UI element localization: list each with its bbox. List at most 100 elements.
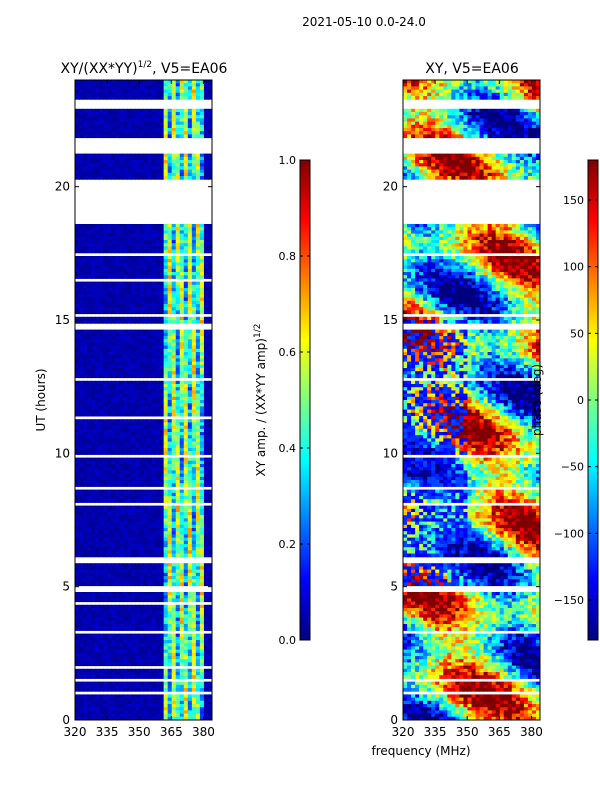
heatmap-cell xyxy=(87,505,92,510)
heatmap-cell xyxy=(167,403,173,407)
heatmap-cell xyxy=(159,310,165,315)
heatmap-cell xyxy=(79,243,84,247)
heatmap-cell xyxy=(187,345,193,350)
heatmap-cell xyxy=(75,233,80,238)
heatmap-cell xyxy=(139,656,144,660)
heatmap-cell xyxy=(191,425,197,430)
heatmap-cell xyxy=(187,582,193,587)
heatmap-cell xyxy=(203,668,209,673)
heatmap-cell xyxy=(195,329,201,334)
heatmap-cell xyxy=(123,668,128,673)
heatmap-cell xyxy=(175,419,181,423)
heatmap-cell xyxy=(163,595,169,599)
heatmap-cell xyxy=(191,121,197,126)
heatmap-cell xyxy=(143,582,149,587)
heatmap-cell xyxy=(147,358,153,363)
heatmap-cell xyxy=(207,598,212,603)
heatmap-cell xyxy=(191,604,197,609)
heatmap-cell xyxy=(179,492,185,497)
heatmap-cell xyxy=(199,348,205,353)
heatmap-cell xyxy=(75,512,80,516)
heatmap-cell xyxy=(147,371,153,375)
heatmap-cell xyxy=(203,656,209,660)
heatmap-cell xyxy=(171,438,177,443)
heatmap-cell xyxy=(99,614,104,619)
heatmap-cell xyxy=(87,569,92,574)
heatmap-cell xyxy=(187,304,193,308)
heatmap-cell xyxy=(123,403,128,407)
heatmap-cell xyxy=(203,406,209,411)
heatmap-cell xyxy=(175,172,181,177)
heatmap-cell xyxy=(171,422,177,427)
heatmap-cell xyxy=(195,521,201,526)
heatmap-cell xyxy=(199,281,205,286)
heatmap-cell xyxy=(119,246,124,251)
heatmap-cell xyxy=(195,115,201,119)
heatmap-cell xyxy=(111,540,116,545)
heatmap-cell xyxy=(143,243,149,247)
heatmap-cell xyxy=(139,652,144,657)
heatmap-cell xyxy=(115,508,120,513)
heatmap-cell xyxy=(203,387,209,391)
heatmap-cell xyxy=(115,288,120,292)
heatmap-cell xyxy=(171,169,177,174)
heatmap-cell xyxy=(95,83,100,87)
heatmap-cell xyxy=(87,489,92,494)
heatmap-cell xyxy=(91,387,96,391)
heatmap-cell xyxy=(155,224,161,228)
heatmap-cell xyxy=(199,595,205,599)
heatmap-cell xyxy=(127,384,132,388)
heatmap-cell xyxy=(147,476,153,481)
heatmap-cell xyxy=(95,566,100,571)
heatmap-cell xyxy=(131,166,136,171)
heatmap-cell xyxy=(115,272,120,276)
heatmap-cell xyxy=(99,473,104,478)
heatmap-cell xyxy=(199,566,205,571)
heatmap-cell xyxy=(183,518,189,523)
heatmap-cell xyxy=(171,240,177,244)
heatmap-cell xyxy=(155,153,161,158)
heatmap-cell xyxy=(111,240,116,244)
heatmap-cell xyxy=(131,534,136,539)
heatmap-cell xyxy=(163,236,169,241)
heatmap-cell xyxy=(203,80,209,84)
heatmap-cell xyxy=(143,499,149,503)
heatmap-cell xyxy=(131,432,136,436)
heatmap-cell xyxy=(175,451,181,455)
heatmap-cell xyxy=(163,489,169,494)
heatmap-cell xyxy=(115,233,120,238)
heatmap-cell xyxy=(79,294,84,299)
heatmap-cell xyxy=(127,166,132,171)
heatmap-cell xyxy=(175,246,181,251)
heatmap-cell xyxy=(99,131,104,135)
heatmap-cell xyxy=(195,643,201,647)
heatmap-cell xyxy=(91,342,96,347)
heatmap-cell xyxy=(99,492,104,497)
heatmap-cell xyxy=(127,633,132,638)
heatmap-cell xyxy=(187,620,193,625)
heatmap-cell xyxy=(183,409,189,414)
heatmap-cell xyxy=(175,307,181,311)
heatmap-cell xyxy=(135,108,140,113)
heatmap-cell xyxy=(131,444,136,449)
heatmap-cell xyxy=(187,86,193,91)
heatmap-cell xyxy=(131,108,136,113)
heatmap-cell xyxy=(199,620,205,625)
heatmap-cell xyxy=(79,291,84,295)
heatmap-cell xyxy=(207,563,212,567)
heatmap-cell xyxy=(175,304,181,308)
heatmap-cell xyxy=(159,281,165,286)
heatmap-cell xyxy=(191,89,197,94)
heatmap-cell xyxy=(123,297,128,302)
heatmap-cell xyxy=(195,409,201,414)
heatmap-cell xyxy=(123,368,128,372)
heatmap-cell xyxy=(99,425,104,430)
heatmap-cell xyxy=(87,464,92,468)
heatmap-cell xyxy=(183,358,189,363)
heatmap-cell xyxy=(183,156,189,161)
heatmap-cell xyxy=(131,496,136,500)
heatmap-cell xyxy=(187,355,193,359)
heatmap-cell xyxy=(139,624,144,628)
heatmap-cell xyxy=(75,444,80,449)
heatmap-cell xyxy=(131,572,136,577)
